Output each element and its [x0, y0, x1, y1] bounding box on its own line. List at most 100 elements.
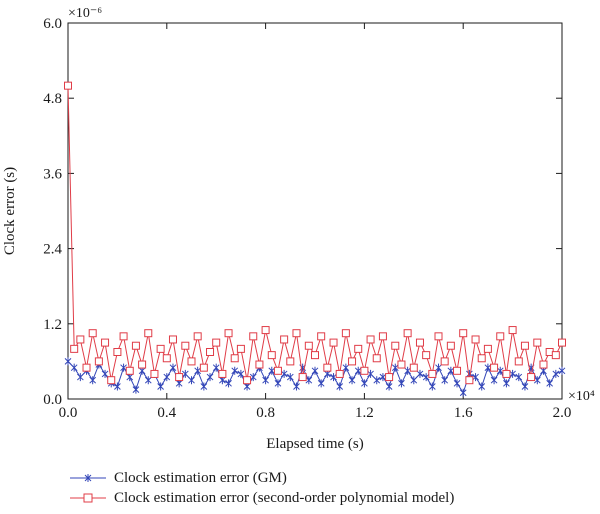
x-axis-ticks: 0.0 0.4 0.8 1.2 1.6 2.0: [59, 23, 572, 421]
data-point: [249, 332, 258, 341]
data-point: [416, 369, 424, 378]
data-point: [533, 338, 542, 347]
data-point: [459, 329, 468, 338]
data-point: [261, 326, 270, 335]
data-point: [397, 360, 406, 369]
data-point: [175, 373, 184, 382]
data-point: [206, 373, 214, 382]
data-point: [101, 338, 110, 347]
data-point: [385, 373, 394, 382]
y-tick-label: 6.0: [43, 16, 62, 32]
data-point: [539, 360, 548, 369]
data-point: [348, 376, 356, 385]
data-point: [280, 369, 288, 378]
data-point: [267, 351, 276, 360]
data-point: [435, 363, 442, 372]
data-point: [311, 366, 319, 375]
x-tick-label: 1.6: [454, 405, 473, 421]
data-point: [76, 335, 85, 344]
data-point: [329, 338, 338, 347]
data-point: [206, 348, 215, 356]
data-point: [187, 357, 196, 366]
x-tick-label: 0.0: [59, 405, 78, 421]
legend-swatch-polynomial: [70, 493, 106, 503]
data-point: [496, 332, 505, 341]
data-point: [236, 344, 245, 353]
y-tick-label: 1.2: [43, 317, 62, 333]
series-layer: [64, 81, 566, 397]
x-tick-label: 1.2: [355, 405, 374, 421]
data-point: [317, 332, 326, 341]
data-point: [422, 373, 430, 382]
data-point: [144, 329, 153, 338]
data-point: [490, 376, 498, 385]
data-point: [311, 351, 319, 360]
data-point: [169, 363, 177, 372]
data-point: [496, 366, 504, 375]
data-point: [113, 348, 122, 356]
data-point: [335, 369, 344, 378]
data-point: [472, 373, 479, 382]
data-point: [268, 366, 276, 375]
data-point: [292, 329, 301, 338]
data-point: [330, 373, 337, 382]
x-tick-label: 0.8: [256, 405, 275, 421]
data-point: [317, 379, 325, 388]
data-point: [391, 341, 400, 350]
data-point: [243, 376, 252, 385]
data-point: [212, 363, 220, 372]
data-point: [163, 373, 171, 382]
data-point: [361, 379, 368, 388]
data-point: [255, 360, 264, 369]
data-point: [107, 376, 116, 385]
data-point: [409, 363, 418, 372]
data-point: [200, 382, 208, 391]
data-point: [471, 335, 480, 344]
data-point: [304, 341, 313, 350]
data-point: [231, 366, 239, 375]
data-point: [484, 363, 492, 372]
data-point: [508, 326, 517, 335]
data-point: [125, 366, 134, 375]
data-point: [274, 379, 282, 388]
data-point: [459, 388, 467, 397]
data-point: [502, 369, 511, 378]
data-point: [440, 357, 449, 366]
data-point: [354, 366, 362, 375]
data-point: [398, 379, 405, 388]
data-point: [262, 376, 269, 385]
data-point: [323, 363, 332, 372]
series-1: [64, 81, 566, 385]
data-point: [367, 369, 374, 378]
data-point: [150, 369, 159, 378]
data-point: [305, 376, 313, 385]
data-point: [509, 369, 516, 378]
data-point: [478, 382, 486, 391]
data-point: [114, 382, 121, 391]
data-point: [168, 335, 177, 344]
data-point: [199, 363, 208, 372]
data-point: [131, 341, 140, 350]
data-point: [546, 379, 554, 388]
data-point: [527, 373, 536, 382]
data-point: [465, 376, 474, 385]
y-axis-label: Clock error (s): [2, 167, 18, 255]
data-point: [521, 382, 529, 391]
data-point: [212, 338, 221, 347]
data-point: [181, 341, 190, 350]
plot-area: [67, 22, 563, 400]
data-point: [360, 366, 369, 375]
series-0: [64, 357, 566, 397]
legend-label-polynomial: Clock estimation error (second-order pol…: [114, 490, 455, 506]
data-point: [144, 376, 152, 385]
data-point: [156, 344, 165, 353]
data-point: [378, 332, 387, 341]
data-point: [453, 379, 461, 388]
data-point: [181, 369, 189, 378]
legend-swatch-gm: [70, 474, 106, 482]
data-point: [366, 335, 375, 344]
data-point: [64, 81, 72, 90]
data-point: [336, 382, 344, 391]
x-tick-label: 2.0: [553, 405, 572, 421]
